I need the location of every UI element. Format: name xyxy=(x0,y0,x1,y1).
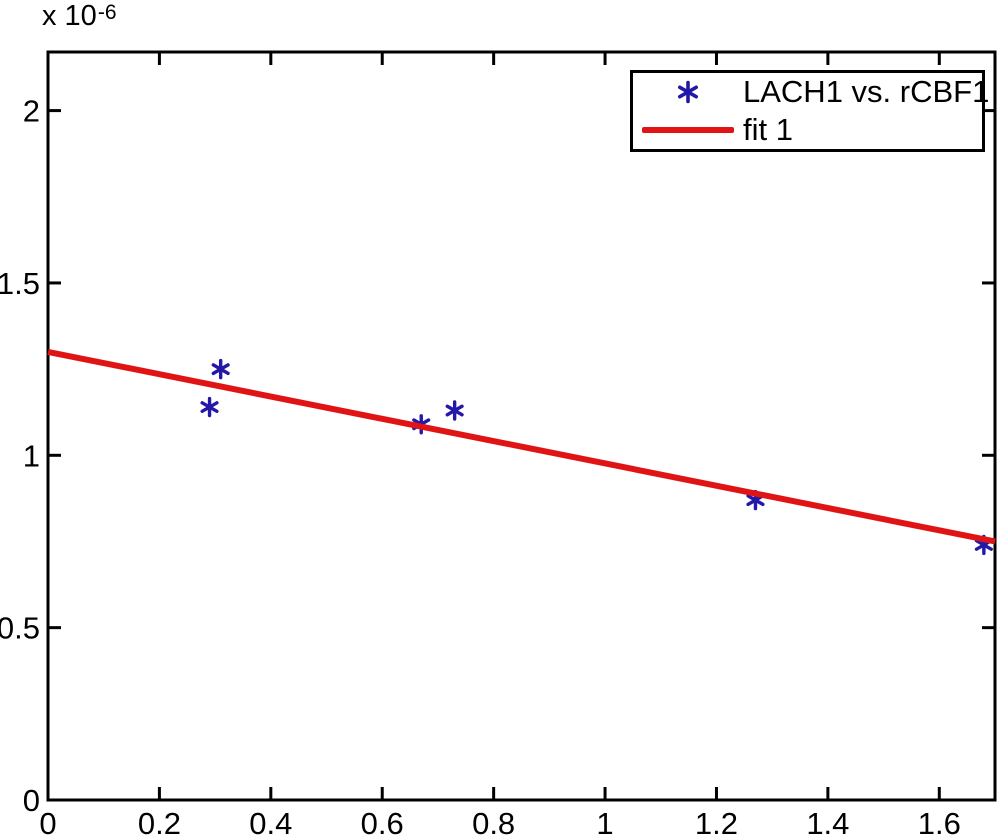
y-axis-multiplier-exponent: -6 xyxy=(97,1,117,24)
x-tick-label: 0.6 xyxy=(361,806,404,836)
scatter-point xyxy=(445,404,464,417)
y-tick-label: 2 xyxy=(23,94,40,129)
y-tick-label: 1 xyxy=(23,438,40,473)
x-tick-label: 0.2 xyxy=(138,806,181,836)
legend-swatch-box xyxy=(633,78,743,106)
x-tick-label: 1 xyxy=(596,806,613,836)
x-tick-label: 0.4 xyxy=(249,806,292,836)
legend-label-fit: fit 1 xyxy=(743,112,793,147)
fit-line-swatch-icon xyxy=(642,127,734,133)
legend-label-scatter: LACH1 vs. rCBF1 xyxy=(743,74,990,109)
scatter-point xyxy=(200,401,219,413)
fit-line xyxy=(47,348,996,545)
y-tick-label: 0 xyxy=(23,783,40,818)
x-tick-label: 0.8 xyxy=(472,806,515,836)
legend-swatch-box xyxy=(633,127,743,133)
y-axis-multiplier-base: x 10 xyxy=(42,0,97,32)
scatter-point xyxy=(974,538,993,551)
y-tick-label: 0.5 xyxy=(0,611,40,646)
y-axis-multiplier: x 10-6 xyxy=(42,2,117,31)
legend-item-fit: fit 1 xyxy=(633,112,982,147)
x-tick-label: 1.2 xyxy=(695,806,738,836)
plot-border xyxy=(46,50,997,802)
scatter-point xyxy=(211,363,230,376)
y-tick-label: 1.5 xyxy=(0,266,40,301)
x-tick-label: 1.4 xyxy=(806,806,849,836)
legend: LACH1 vs. rCBF1 fit 1 xyxy=(630,70,989,152)
asterisk-marker-icon xyxy=(678,80,699,104)
legend-item-scatter: LACH1 vs. rCBF1 xyxy=(633,74,989,109)
scatter-point xyxy=(746,494,765,507)
x-tick-label: 0 xyxy=(39,806,56,836)
x-tick-label: 1.6 xyxy=(918,806,961,836)
